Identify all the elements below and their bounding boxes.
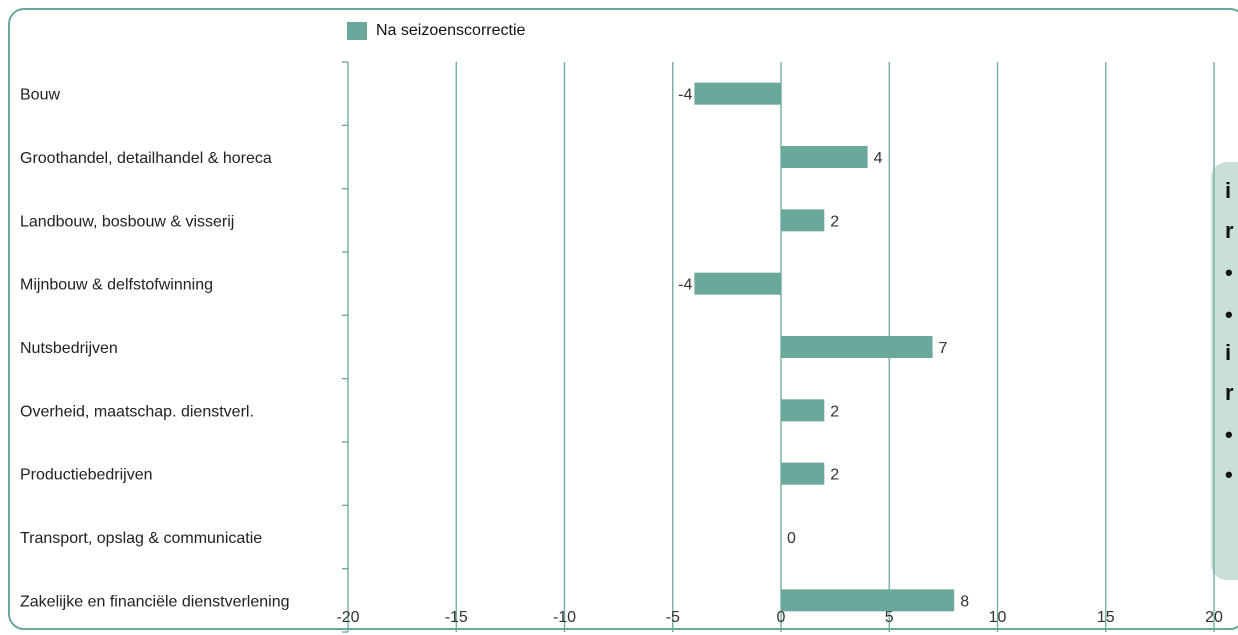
bar	[781, 336, 933, 358]
x-tick-label: 10	[989, 609, 1007, 626]
data-label: -4	[678, 87, 692, 104]
category-label: Mijnbouw & delfstofwinning	[20, 277, 213, 294]
bar	[781, 589, 954, 611]
category-label: Overheid, maatschap. dienstverl.	[20, 403, 254, 420]
x-tick-label: -5	[666, 609, 680, 626]
x-tick-label: 20	[1205, 609, 1223, 626]
bar	[781, 146, 868, 168]
bar	[694, 83, 781, 105]
bar	[694, 273, 781, 295]
x-tick-label: -10	[553, 609, 576, 626]
data-label: -4	[678, 277, 692, 294]
x-tick-label: -20	[336, 609, 359, 626]
data-label: 2	[830, 213, 839, 230]
bar	[781, 463, 824, 485]
bar	[781, 209, 824, 231]
data-label: 2	[830, 467, 839, 484]
data-label: 7	[939, 340, 948, 357]
category-label: Productiebedrijven	[20, 467, 153, 484]
data-label: 4	[874, 150, 883, 167]
category-label: Landbouw, bosbouw & visserij	[20, 213, 234, 230]
x-tick-label: 5	[885, 609, 894, 626]
data-label: 0	[787, 530, 796, 547]
category-label: Groothandel, detailhandel & horeca	[20, 150, 272, 167]
data-label: 8	[960, 593, 969, 610]
category-label: Zakelijke en financiële dienstverlening	[20, 593, 290, 610]
category-label: Bouw	[20, 87, 60, 104]
x-tick-label: 15	[1097, 609, 1115, 626]
x-tick-label: -15	[445, 609, 468, 626]
bar	[781, 399, 824, 421]
data-label: 2	[830, 403, 839, 420]
category-label: Nutsbedrijven	[20, 340, 118, 357]
x-tick-label: 0	[777, 609, 786, 626]
category-label: Transport, opslag & communicatie	[20, 530, 262, 547]
